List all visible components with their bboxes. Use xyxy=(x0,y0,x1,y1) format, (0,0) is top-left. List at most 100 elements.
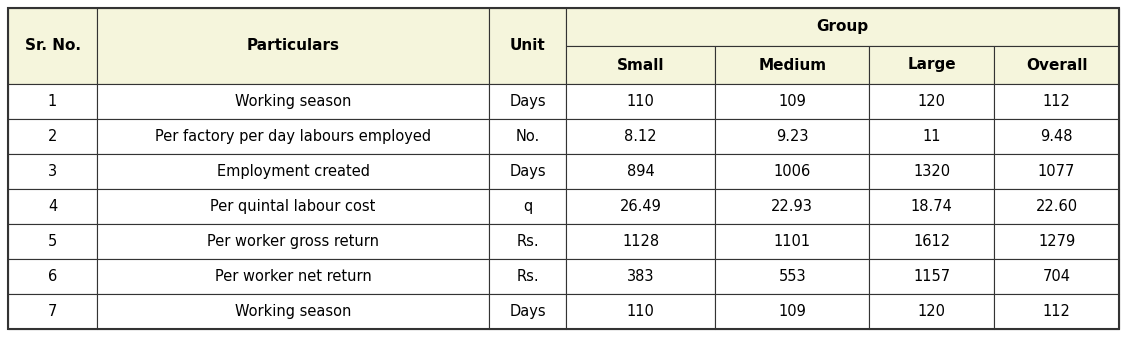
Bar xyxy=(97,8,489,84)
Text: Days: Days xyxy=(509,164,547,179)
Text: 1101: 1101 xyxy=(773,234,810,249)
Text: 894: 894 xyxy=(627,164,655,179)
Text: 120: 120 xyxy=(917,94,946,109)
Bar xyxy=(715,224,869,259)
Text: Sr. No.: Sr. No. xyxy=(25,38,80,54)
Text: 1006: 1006 xyxy=(773,164,810,179)
Bar xyxy=(715,46,869,84)
Text: 18.74: 18.74 xyxy=(911,199,952,214)
Bar xyxy=(489,154,567,189)
Text: 11: 11 xyxy=(923,129,941,144)
Bar xyxy=(8,294,97,329)
Bar xyxy=(715,189,869,224)
Text: 22.93: 22.93 xyxy=(771,199,814,214)
Text: Working season: Working season xyxy=(236,94,352,109)
Bar xyxy=(489,189,567,224)
Bar xyxy=(567,84,715,119)
Text: Days: Days xyxy=(509,304,547,319)
Text: Per worker gross return: Per worker gross return xyxy=(207,234,379,249)
Bar xyxy=(994,119,1119,154)
Bar xyxy=(8,8,97,84)
Text: 110: 110 xyxy=(627,94,655,109)
Bar xyxy=(715,259,869,294)
Text: 4: 4 xyxy=(48,199,57,214)
Bar xyxy=(715,84,869,119)
Text: 1320: 1320 xyxy=(913,164,950,179)
Text: Particulars: Particulars xyxy=(247,38,339,54)
Text: Per factory per day labours employed: Per factory per day labours employed xyxy=(156,129,432,144)
Text: Working season: Working season xyxy=(236,304,352,319)
Text: 1157: 1157 xyxy=(913,269,950,284)
Text: 553: 553 xyxy=(779,269,806,284)
Text: 110: 110 xyxy=(627,304,655,319)
Bar xyxy=(97,119,489,154)
Bar xyxy=(8,189,97,224)
Bar xyxy=(8,119,97,154)
Text: 383: 383 xyxy=(627,269,655,284)
Text: 112: 112 xyxy=(1042,94,1071,109)
Bar xyxy=(869,189,994,224)
Bar xyxy=(994,46,1119,84)
Text: Small: Small xyxy=(616,58,665,72)
Bar xyxy=(8,154,97,189)
Text: 109: 109 xyxy=(779,94,806,109)
Text: 5: 5 xyxy=(48,234,57,249)
Bar xyxy=(489,294,567,329)
Text: 1612: 1612 xyxy=(913,234,950,249)
Text: 704: 704 xyxy=(1042,269,1071,284)
Text: 22.60: 22.60 xyxy=(1036,199,1077,214)
Bar xyxy=(97,294,489,329)
Bar xyxy=(8,224,97,259)
Bar xyxy=(489,224,567,259)
Bar xyxy=(994,189,1119,224)
Text: 1: 1 xyxy=(48,94,57,109)
Text: Employment created: Employment created xyxy=(216,164,370,179)
Text: 112: 112 xyxy=(1042,304,1071,319)
Text: Unit: Unit xyxy=(511,38,545,54)
Text: 8.12: 8.12 xyxy=(624,129,657,144)
Bar xyxy=(567,154,715,189)
Bar xyxy=(869,294,994,329)
Text: 109: 109 xyxy=(779,304,806,319)
Bar xyxy=(567,46,715,84)
Text: 1077: 1077 xyxy=(1038,164,1075,179)
Bar xyxy=(994,294,1119,329)
Text: 1279: 1279 xyxy=(1038,234,1075,249)
Text: Per worker net return: Per worker net return xyxy=(215,269,372,284)
Text: Medium: Medium xyxy=(758,58,826,72)
Bar xyxy=(97,224,489,259)
Text: q: q xyxy=(523,199,532,214)
Bar xyxy=(715,294,869,329)
Bar xyxy=(567,8,1119,46)
Text: Overall: Overall xyxy=(1026,58,1088,72)
Bar xyxy=(489,8,567,84)
Bar xyxy=(994,84,1119,119)
Bar xyxy=(994,224,1119,259)
Bar xyxy=(715,119,869,154)
Text: 3: 3 xyxy=(48,164,57,179)
Text: 9.23: 9.23 xyxy=(777,129,808,144)
Bar xyxy=(567,119,715,154)
Text: Group: Group xyxy=(817,20,869,34)
Bar xyxy=(489,119,567,154)
Bar xyxy=(8,259,97,294)
Bar xyxy=(715,154,869,189)
Text: 6: 6 xyxy=(48,269,57,284)
Bar xyxy=(489,259,567,294)
Bar xyxy=(567,189,715,224)
Text: Rs.: Rs. xyxy=(516,269,539,284)
Text: Per quintal labour cost: Per quintal labour cost xyxy=(211,199,376,214)
Bar xyxy=(869,84,994,119)
Bar xyxy=(869,46,994,84)
Text: Days: Days xyxy=(509,94,547,109)
Bar xyxy=(97,259,489,294)
Text: No.: No. xyxy=(516,129,540,144)
Text: 2: 2 xyxy=(47,129,57,144)
Text: 9.48: 9.48 xyxy=(1040,129,1073,144)
Bar xyxy=(567,224,715,259)
Text: Rs.: Rs. xyxy=(516,234,539,249)
Bar xyxy=(869,119,994,154)
Bar xyxy=(994,259,1119,294)
Text: 7: 7 xyxy=(47,304,57,319)
Text: Large: Large xyxy=(907,58,956,72)
